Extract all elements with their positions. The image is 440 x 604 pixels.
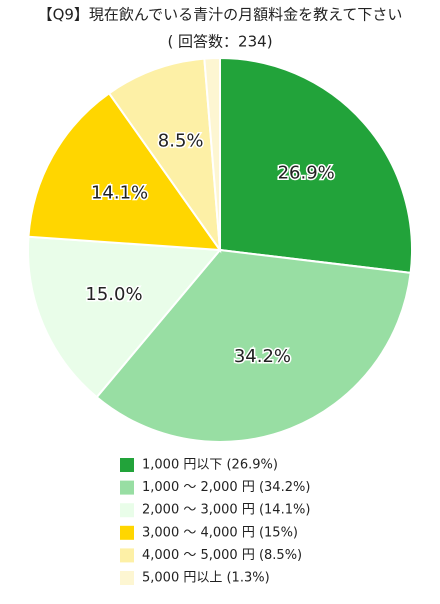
slice-label: 26.9% (278, 163, 335, 184)
chart-subtitle: ( 回答数：234) (167, 33, 272, 51)
pie-slice (27, 235, 223, 399)
legend-label: 5,000 円以上 (1.3%) (142, 571, 270, 586)
pie-slice (219, 56, 413, 274)
legend-swatch (120, 480, 134, 495)
legend-swatch (120, 525, 134, 540)
slice-label: 14.1% (91, 183, 148, 204)
chart-title: 【Q9】現在飲んでいる青汁の月額料金を教えて下さい (38, 6, 403, 24)
legend-label: 1,000 円以下 (26.9%) (142, 458, 278, 473)
legend-swatch (120, 548, 134, 563)
pie-slice (95, 248, 412, 443)
pie-slice (27, 91, 223, 252)
pie-slice (203, 56, 221, 251)
legend-swatch (120, 571, 134, 585)
legend-label: 3,000 ～ 4,000 円 (15%) (142, 525, 298, 540)
legend-label: 4,000 ～ 5,000 円 (8.5%) (142, 548, 302, 563)
slice-label: 34.2% (234, 346, 291, 367)
legend-label: 1,000 ～ 2,000 円 (34.2%) (142, 480, 310, 495)
pie-slice (107, 57, 222, 254)
legend-swatch (120, 503, 134, 518)
slice-label: 8.5% (158, 131, 204, 152)
legend-label: 2,000 ～ 3,000 円 (14.1%) (142, 503, 310, 518)
slice-label: 15.0% (85, 284, 142, 305)
legend-swatch (120, 458, 134, 472)
